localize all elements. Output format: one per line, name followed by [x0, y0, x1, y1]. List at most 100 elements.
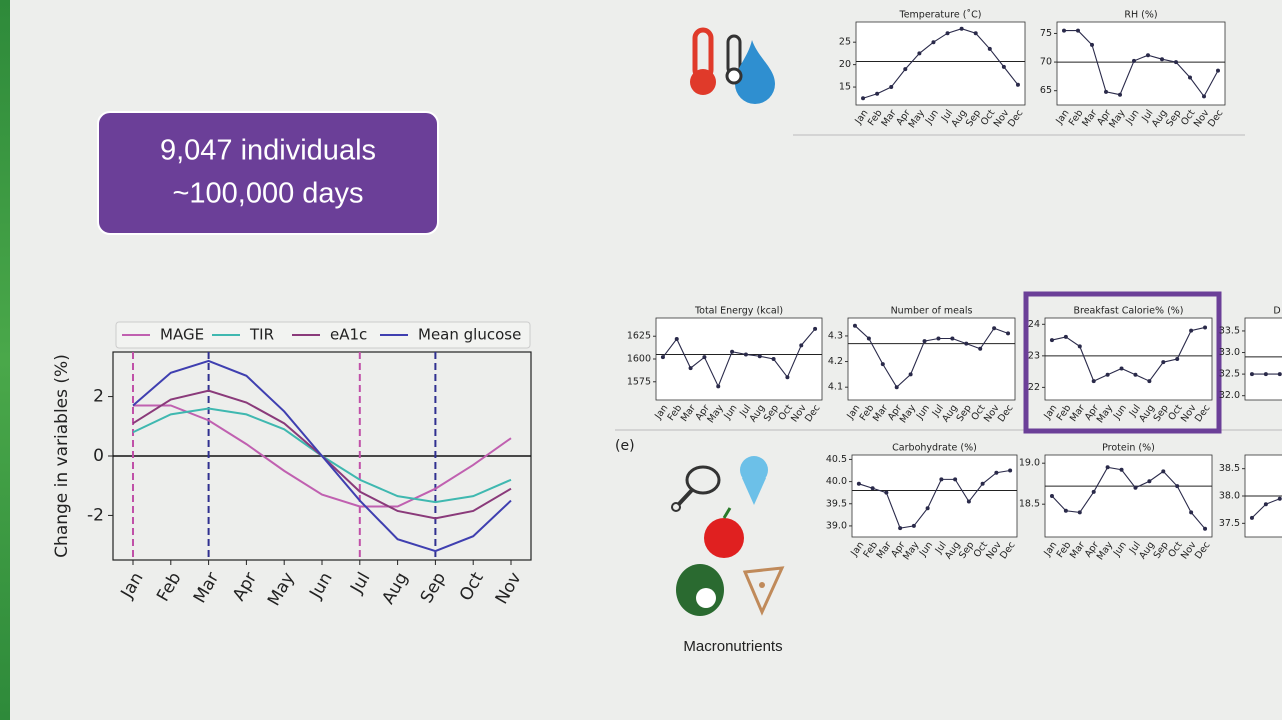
- y-tick-label: 38.5: [1219, 463, 1240, 474]
- series-line: [1064, 30, 1219, 98]
- data-point: [1006, 331, 1011, 336]
- data-point: [992, 326, 997, 331]
- x-tick-label: Dec: [1193, 540, 1213, 561]
- series-line: [1051, 326, 1206, 382]
- data-point: [978, 346, 983, 351]
- y-tick-label: 33.0: [1219, 347, 1240, 358]
- data-point: [1174, 60, 1178, 65]
- panel-label: (e): [615, 438, 635, 454]
- x-tick-label: Jan: [117, 569, 148, 603]
- data-point: [866, 336, 871, 341]
- data-point: [1118, 92, 1122, 97]
- data-point: [875, 91, 880, 96]
- data-point: [1133, 485, 1138, 490]
- data-point: [660, 355, 665, 360]
- y-tick-label: 20: [839, 59, 851, 70]
- data-point: [1091, 379, 1096, 384]
- data-point: [1203, 325, 1208, 330]
- y-tick-label: -2: [87, 505, 104, 525]
- data-point: [1160, 57, 1164, 62]
- series-line: [862, 28, 1019, 99]
- data-point: [973, 31, 978, 36]
- y-tick-label: 1600: [627, 354, 651, 365]
- data-point: [674, 336, 679, 341]
- data-point: [799, 343, 804, 348]
- data-point: [903, 67, 908, 72]
- plot-frame: [1044, 454, 1213, 538]
- data-point: [964, 341, 969, 346]
- data-point: [1202, 94, 1206, 99]
- data-point: [1063, 508, 1068, 513]
- y-tick-label: 75: [1040, 28, 1052, 39]
- data-point: [852, 323, 857, 328]
- data-point: [716, 384, 721, 389]
- data-point: [856, 481, 861, 486]
- data-point: [898, 526, 903, 531]
- plot-frame: [1056, 21, 1226, 106]
- side-stripe: [0, 0, 10, 720]
- chart-title: Carbohydrate (%): [892, 443, 977, 454]
- plot-frame: [655, 317, 823, 401]
- data-point: [994, 470, 999, 475]
- data-point: [1076, 28, 1080, 33]
- data-point: [889, 85, 894, 90]
- plot-frame: [851, 454, 1018, 538]
- chart-title: D: [1273, 306, 1280, 317]
- y-tick-label: 4.2: [828, 356, 843, 367]
- data-point: [743, 352, 748, 357]
- data-point: [1249, 515, 1254, 520]
- x-tick-label: Jul: [346, 569, 374, 598]
- data-point: [950, 336, 955, 341]
- data-point: [785, 375, 790, 380]
- x-tick-label: Dec: [1193, 403, 1213, 424]
- legend-label: Mean glucose: [418, 326, 521, 344]
- y-tick-label: 65: [1040, 85, 1052, 96]
- data-point: [1263, 372, 1268, 377]
- data-point: [1008, 468, 1013, 473]
- y-tick-label: 4.3: [828, 330, 843, 341]
- data-point: [936, 336, 941, 341]
- data-point: [1147, 479, 1152, 484]
- y-tick-label: 19.0: [1019, 458, 1040, 469]
- data-point: [730, 349, 735, 354]
- data-point: [1147, 379, 1152, 384]
- legend-box: [115, 321, 531, 349]
- data-point: [757, 354, 762, 359]
- data-point: [1104, 89, 1108, 94]
- data-point: [917, 51, 922, 56]
- data-point: [1077, 510, 1082, 515]
- series-line: [132, 359, 512, 553]
- data-point: [1049, 494, 1054, 498]
- data-point: [980, 481, 985, 486]
- y-tick-label: 40.0: [826, 476, 847, 487]
- chart-title: Protein (%): [1102, 443, 1155, 454]
- data-point: [1277, 372, 1282, 377]
- x-tick-label: Nov: [492, 569, 526, 608]
- x-tick-label: Dec: [996, 403, 1016, 424]
- data-point: [1063, 334, 1068, 339]
- legend-label: MAGE: [160, 326, 204, 344]
- data-point: [1105, 372, 1110, 377]
- data-point: [894, 385, 899, 390]
- data-point: [911, 523, 916, 528]
- y-tick-label: 23: [1028, 350, 1040, 361]
- weather-icons: [690, 27, 775, 104]
- y-tick-label: 38.0: [1219, 491, 1240, 502]
- data-point: [953, 477, 958, 482]
- plot-frame: [1044, 317, 1213, 401]
- data-point: [1161, 360, 1166, 365]
- data-point: [1175, 484, 1180, 489]
- data-point: [880, 362, 885, 367]
- data-point: [884, 490, 889, 495]
- data-point: [1090, 42, 1094, 47]
- banner-line: 9,047 individuals: [160, 135, 376, 167]
- chart-title: Temperature (˚C): [899, 10, 982, 21]
- plot-frame: [1244, 317, 1282, 401]
- x-tick-label: Dec: [1206, 108, 1226, 129]
- y-tick-label: 24: [1028, 319, 1040, 330]
- data-point: [1119, 366, 1124, 371]
- data-point: [1161, 469, 1166, 474]
- x-tick-label: Dec: [1006, 108, 1026, 129]
- data-point: [1077, 344, 1082, 349]
- x-tick-label: May: [264, 569, 299, 609]
